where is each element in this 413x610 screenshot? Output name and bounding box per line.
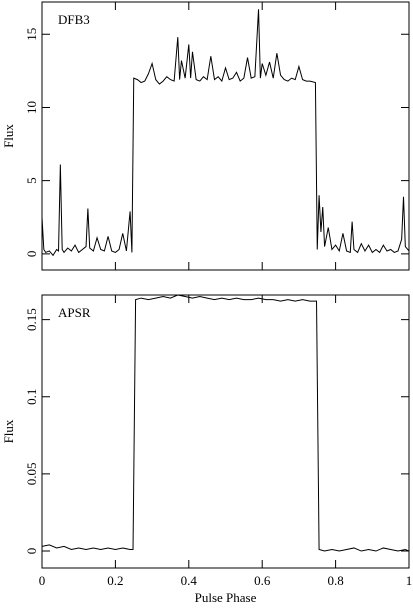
x-tick-label: 1: [406, 573, 413, 588]
panel-label: APSR: [58, 305, 91, 320]
y-tick-label: 0: [24, 251, 39, 258]
x-axis-label: Pulse Phase: [195, 590, 257, 605]
y-axis-label: Flux: [1, 124, 16, 148]
panel-label: DFB3: [58, 12, 90, 27]
plot-frame: [41, 1, 410, 271]
flux-line: [41, 9, 410, 257]
y-tick-label: 15: [24, 28, 39, 41]
x-tick-label: 0.2: [107, 573, 123, 588]
y-tick-label: 10: [24, 101, 39, 114]
x-tick-label: 0.6: [254, 573, 271, 588]
y-tick-label: 5: [24, 177, 39, 184]
x-tick-label: 0.4: [181, 573, 198, 588]
y-tick-label: 0: [24, 548, 39, 555]
plot-frame: [41, 294, 410, 569]
x-tick-label: 0: [39, 573, 46, 588]
y-axis-label: Flux: [1, 419, 16, 443]
flux-line: [41, 294, 410, 552]
y-tick-label: 0.05: [24, 463, 39, 486]
x-tick-label: 0.8: [327, 573, 343, 588]
y-tick-label: 0.1: [24, 389, 39, 405]
y-tick-label: 0.15: [24, 308, 39, 331]
